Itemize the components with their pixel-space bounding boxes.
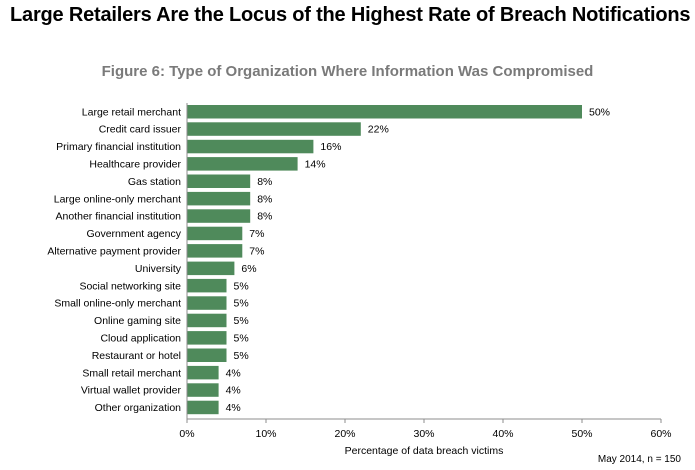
value-label: 5%	[234, 333, 249, 345]
x-tick-label: 50%	[571, 428, 592, 440]
bar	[187, 139, 314, 154]
category-label: Government agency	[86, 228, 181, 240]
bar	[187, 226, 243, 241]
value-label: 8%	[257, 193, 272, 205]
chart-title: Figure 6: Type of Organization Where Inf…	[101, 63, 594, 80]
category-label: Online gaming site	[94, 315, 181, 327]
bar	[187, 296, 227, 310]
category-label: Credit card issuer	[99, 124, 182, 136]
value-labels: 50% 22% 16% 14% 8% 8% 8% 7% 7% 6% 5% 5% 5% 5% 5% 4% 4% 4%	[226, 106, 610, 414]
value-label: 5%	[234, 315, 249, 327]
category-label: Cloud application	[100, 333, 181, 345]
x-axis-label: Percentage of data breach victims	[345, 445, 504, 457]
category-labels: Large retail merchant Credit card issuer P…	[47, 106, 181, 414]
value-label: 50%	[589, 106, 610, 118]
category-label: Gas station	[128, 176, 181, 188]
bar	[187, 348, 227, 362]
value-label: 7%	[249, 228, 264, 240]
category-label: Small online-only merchant	[54, 298, 181, 310]
value-label: 5%	[234, 350, 249, 362]
category-label: Primary financial institution	[56, 141, 181, 153]
bar	[187, 122, 361, 136]
category-label: Alternative payment provider	[47, 246, 181, 258]
value-label: 4%	[226, 402, 241, 414]
x-tick-label: 30%	[413, 428, 434, 440]
category-label: Large online-only merchant	[54, 193, 181, 205]
bar	[187, 105, 582, 119]
category-label: Social networking site	[79, 280, 181, 292]
x-tick-label: 0%	[179, 428, 194, 440]
category-label: Small retail merchant	[82, 367, 181, 379]
bar	[187, 261, 235, 276]
x-axis-ticks: 0% 10% 20% 30% 40% 50% 60%	[179, 419, 672, 440]
category-label: Restaurant or hotel	[92, 350, 181, 362]
bar	[187, 157, 298, 171]
category-label: Another financial institution	[56, 211, 182, 223]
value-label: 8%	[257, 211, 272, 223]
category-label: University	[135, 263, 182, 275]
value-label: 4%	[226, 367, 241, 379]
bar	[187, 174, 251, 188]
value-label: 14%	[305, 159, 326, 171]
value-label: 5%	[234, 280, 249, 292]
bar	[187, 331, 227, 345]
value-label: 5%	[234, 298, 249, 310]
x-tick-label: 60%	[650, 428, 671, 440]
value-label: 8%	[257, 176, 272, 188]
bar	[187, 313, 227, 328]
value-label: 7%	[249, 246, 264, 258]
bar	[187, 209, 251, 223]
bars-group	[187, 105, 582, 415]
bar	[187, 191, 251, 206]
category-label: Virtual wallet provider	[81, 385, 182, 397]
bar	[187, 383, 219, 397]
value-label: 4%	[226, 385, 241, 397]
value-label: 6%	[241, 263, 256, 275]
category-label: Large retail merchant	[82, 106, 181, 118]
value-label: 16%	[320, 141, 341, 153]
bar	[187, 400, 219, 415]
category-label: Healthcare provider	[89, 159, 181, 171]
footnote: May 2014, n = 150	[597, 454, 681, 465]
bar	[187, 244, 243, 258]
category-label: Other organization	[95, 402, 182, 414]
bar	[187, 365, 219, 380]
bar	[187, 278, 227, 293]
x-tick-label: 20%	[334, 428, 355, 440]
page-headline: Large Retailers Are the Locus of the Hig…	[10, 4, 691, 26]
value-label: 22%	[368, 124, 389, 136]
x-tick-label: 40%	[492, 428, 513, 440]
x-tick-label: 10%	[255, 428, 276, 440]
